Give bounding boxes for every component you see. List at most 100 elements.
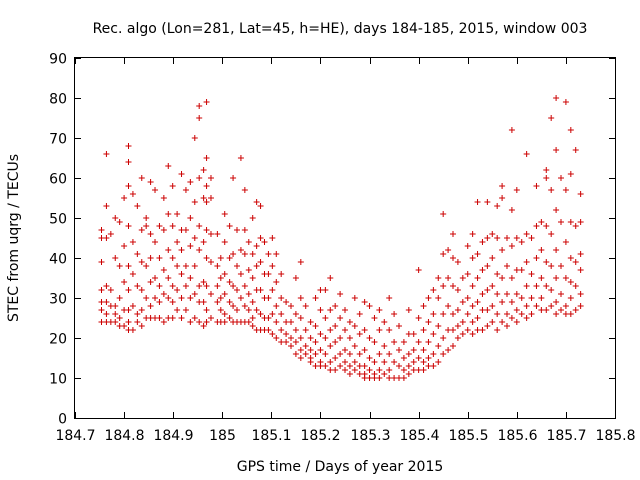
data-point — [134, 311, 141, 317]
data-point — [182, 187, 189, 193]
data-point — [513, 319, 520, 325]
data-point — [366, 367, 373, 373]
data-point — [450, 343, 456, 349]
data-point — [528, 311, 535, 317]
data-point — [430, 287, 437, 293]
data-point — [351, 367, 358, 373]
data-point — [269, 331, 276, 337]
data-point — [129, 191, 136, 197]
data-point — [396, 347, 402, 353]
data-point — [207, 175, 214, 181]
data-point — [420, 303, 427, 309]
data-point — [143, 295, 150, 301]
data-point — [415, 267, 422, 273]
data-point — [134, 283, 141, 289]
data-point — [273, 319, 280, 325]
data-point — [169, 223, 176, 229]
data-point — [182, 283, 189, 289]
data-point — [337, 315, 344, 321]
data-point — [499, 247, 506, 253]
data-point — [191, 135, 198, 141]
data-point — [292, 275, 299, 281]
data-point — [484, 323, 491, 329]
data-point — [121, 243, 128, 249]
data-point — [253, 243, 260, 249]
data-point — [548, 187, 555, 193]
data-point — [322, 363, 329, 369]
data-point — [241, 227, 248, 233]
data-point — [494, 271, 501, 277]
data-point — [499, 195, 506, 201]
data-point — [134, 203, 141, 209]
data-point — [129, 303, 136, 309]
data-point — [112, 311, 119, 317]
data-point — [479, 327, 486, 333]
data-point — [366, 335, 373, 341]
data-point — [221, 319, 228, 325]
data-point — [474, 199, 481, 205]
x-tick-label: 184.9 — [153, 428, 193, 444]
data-point — [234, 263, 240, 269]
data-point — [553, 275, 560, 281]
data-point — [435, 359, 442, 365]
data-point — [273, 251, 280, 257]
data-point — [469, 231, 476, 237]
data-point — [200, 323, 207, 329]
data-point — [288, 343, 294, 349]
data-point — [200, 167, 207, 173]
data-point — [152, 187, 159, 193]
data-point — [174, 239, 181, 245]
data-point — [435, 295, 442, 301]
data-point — [562, 275, 569, 281]
data-point — [484, 307, 491, 313]
data-point — [327, 307, 334, 313]
data-point — [196, 175, 203, 181]
data-point — [504, 235, 510, 241]
data-point — [400, 367, 407, 373]
data-point — [533, 283, 540, 289]
data-point — [125, 159, 132, 165]
x-tick-label: 185.4 — [399, 428, 439, 444]
data-point — [454, 307, 461, 313]
data-point — [567, 295, 574, 301]
data-point — [459, 299, 466, 305]
data-point — [504, 311, 510, 317]
data-point — [494, 327, 501, 333]
x-tick-label: 185.1 — [251, 428, 291, 444]
data-point — [346, 371, 353, 377]
data-point — [548, 115, 555, 121]
data-point — [214, 283, 221, 289]
data-point — [558, 219, 564, 225]
data-point — [376, 307, 383, 313]
data-point — [307, 335, 314, 341]
data-point — [107, 231, 114, 237]
data-point — [523, 231, 530, 237]
data-point — [543, 175, 550, 181]
data-point — [191, 291, 198, 297]
data-point — [469, 255, 476, 261]
data-point — [479, 291, 486, 297]
data-point — [361, 347, 368, 353]
data-point — [518, 311, 525, 317]
x-axis-label: GPS time / Days of year 2015 — [237, 459, 444, 475]
data-point — [226, 279, 233, 285]
y-tick-label: 20 — [49, 332, 67, 348]
data-point — [116, 219, 123, 225]
data-point — [533, 183, 540, 189]
data-point — [217, 275, 224, 281]
data-point — [440, 335, 447, 341]
data-point — [257, 311, 264, 317]
data-point — [558, 175, 564, 181]
data-point — [241, 187, 248, 193]
data-point — [543, 167, 550, 173]
data-point — [269, 263, 276, 269]
data-point — [129, 271, 136, 277]
data-point — [245, 267, 252, 273]
data-point — [346, 351, 353, 357]
data-point — [226, 299, 233, 305]
data-point — [249, 215, 256, 221]
data-point — [464, 243, 471, 249]
data-point — [249, 275, 256, 281]
data-point — [312, 351, 319, 357]
data-point — [156, 223, 163, 229]
